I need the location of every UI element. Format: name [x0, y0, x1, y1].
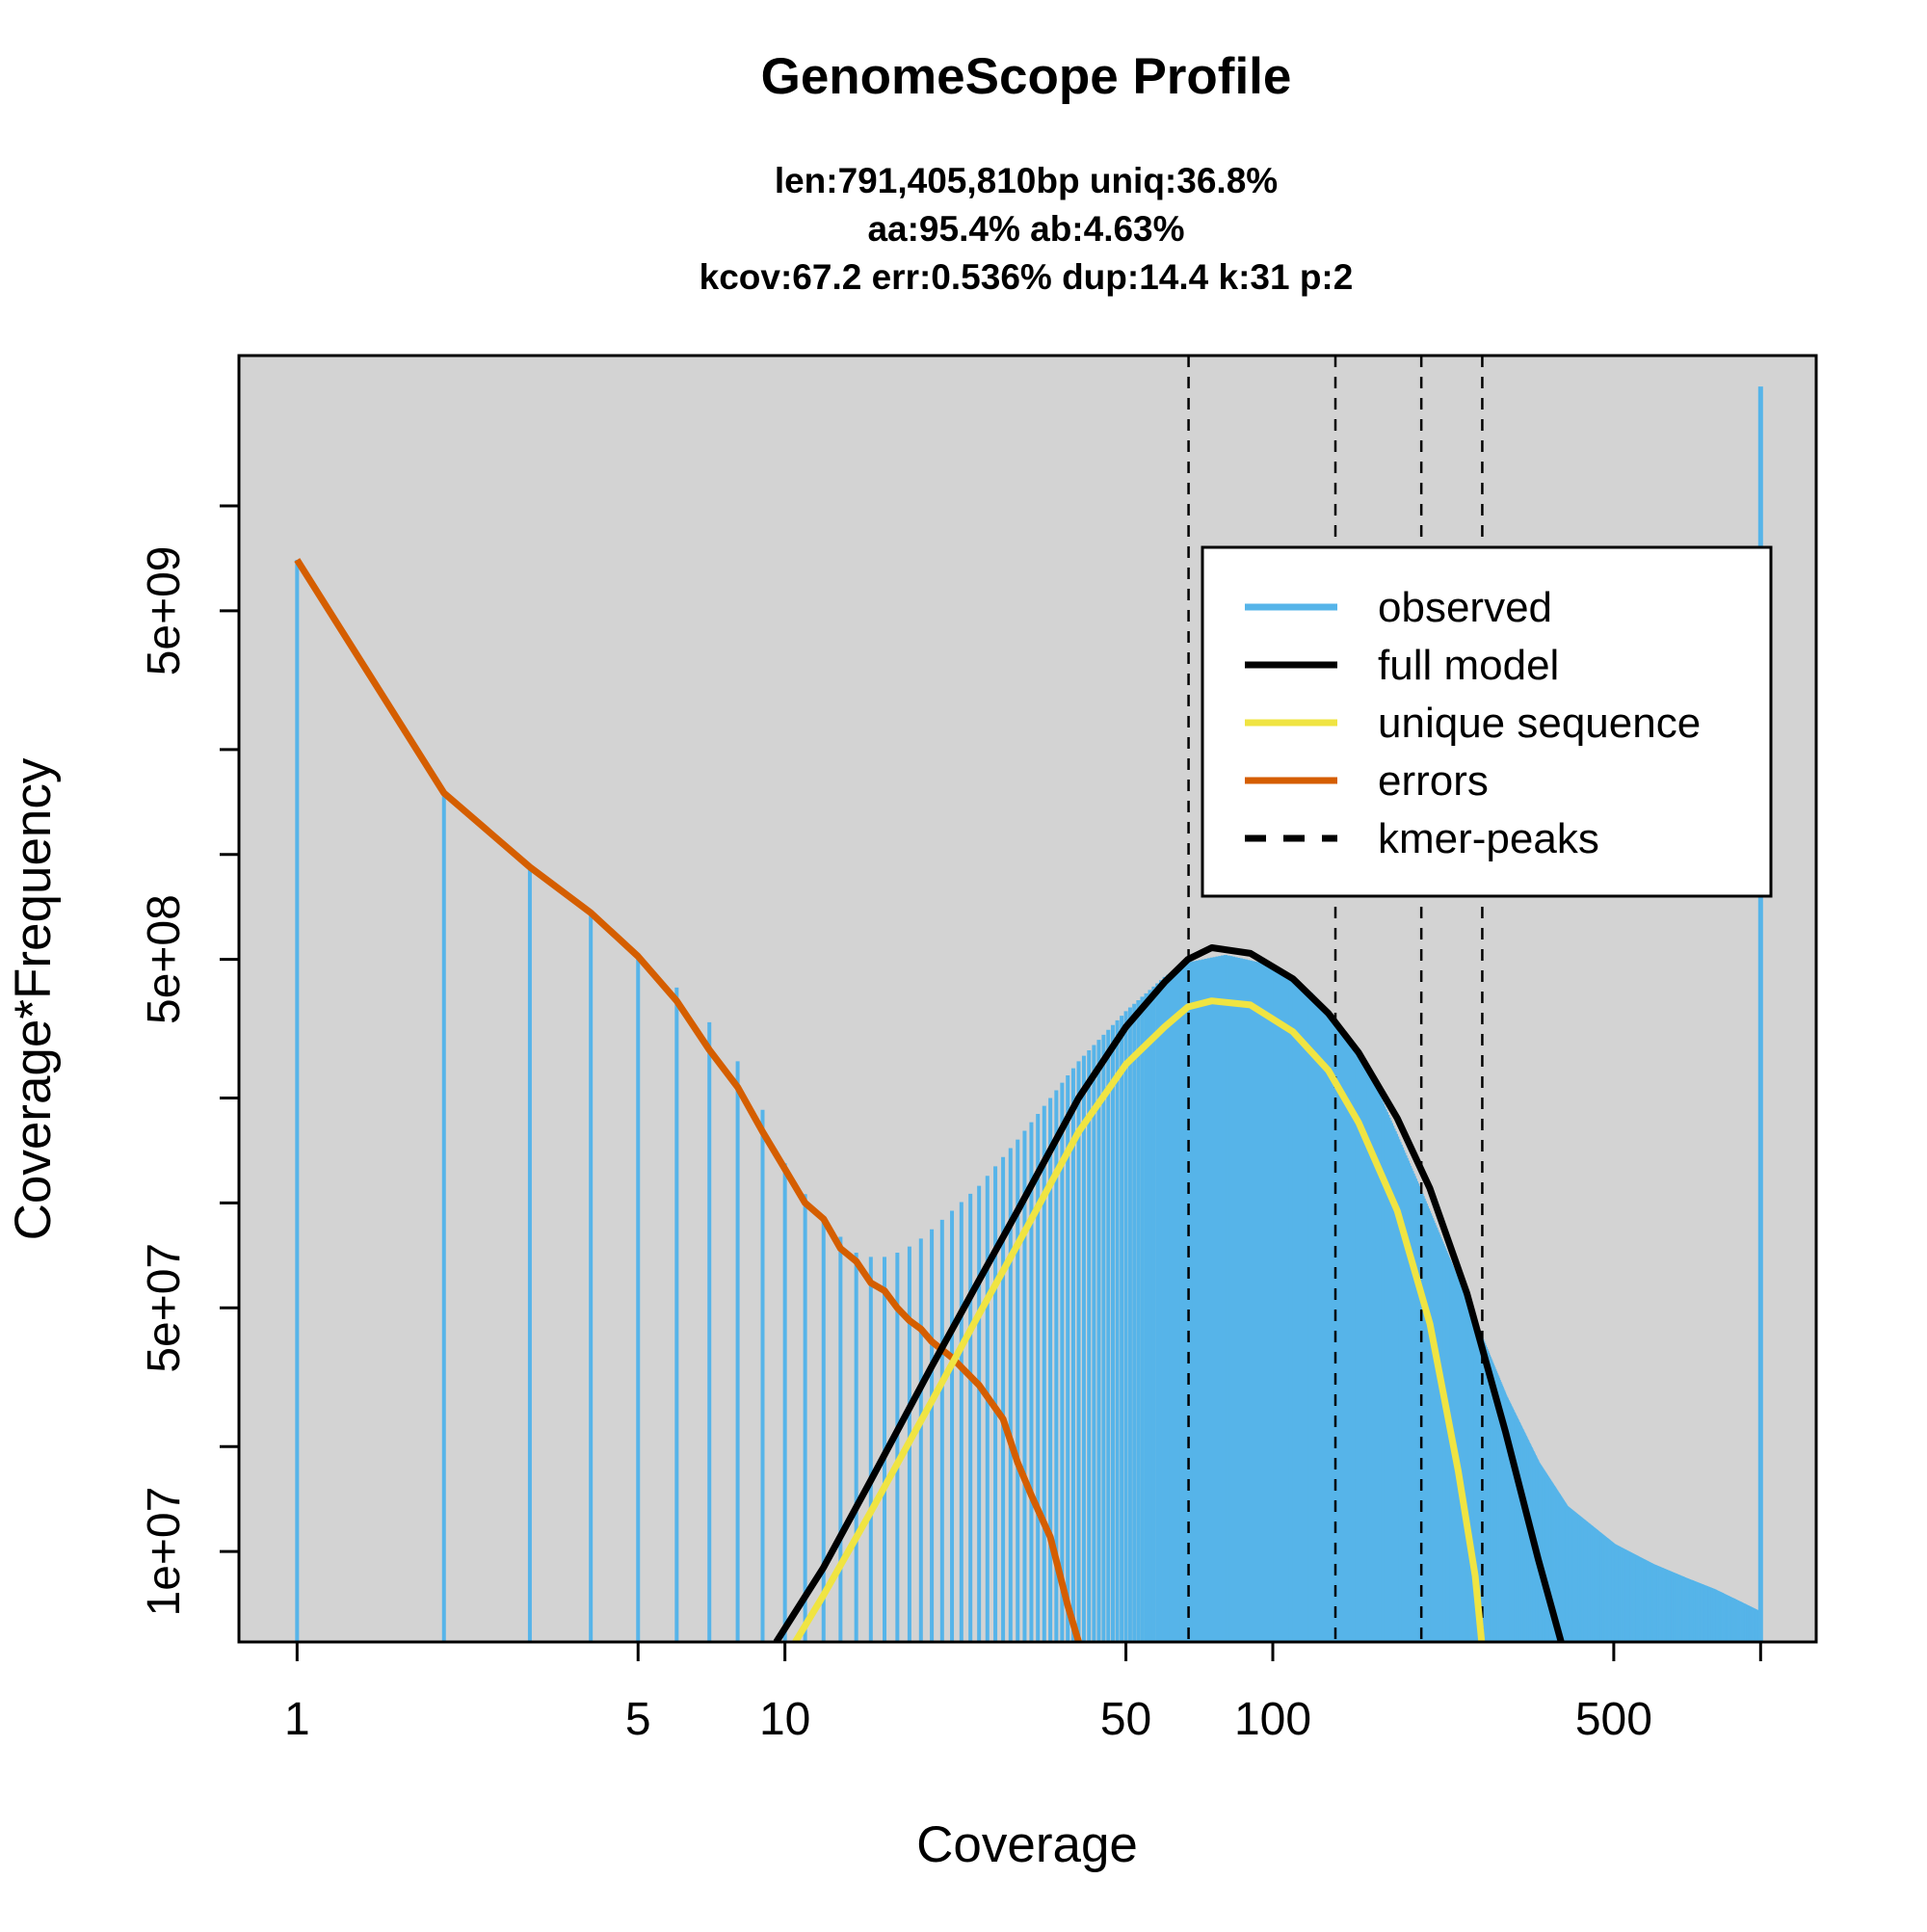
legend: observed full model unique sequence errors k… — [1201, 545, 1773, 898]
legend-label: kmer-peaks — [1378, 815, 1599, 862]
y-tick-label: 5e+08 — [139, 894, 190, 1024]
x-axis-label: Coverage — [916, 1816, 1138, 1873]
errors-curve — [294, 558, 1082, 1642]
legend-label: full model — [1378, 642, 1559, 689]
legend-label: observed — [1378, 584, 1552, 631]
full-model-curve — [773, 944, 1565, 1642]
y-axis: 1e+07 5e+07 5e+08 5e+09 — [139, 504, 241, 1617]
chart-subtitle-line-2: aa:95.4% ab:4.63% — [867, 209, 1184, 249]
x-tick-label: 50 — [1100, 1694, 1151, 1745]
y-axis-label: Coverage*Frequency — [5, 757, 62, 1240]
y-tick-label: 1e+07 — [139, 1487, 190, 1617]
legend-label: errors — [1378, 757, 1489, 805]
x-tick-label: 10 — [759, 1694, 810, 1745]
chart-subtitle-line-3: kcov:67.2 err:0.536% dup:14.4 k:31 p:2 — [700, 257, 1354, 297]
x-tick-label: 5 — [625, 1694, 651, 1745]
x-tick-label: 500 — [1575, 1694, 1652, 1745]
x-tick-label: 1 — [284, 1694, 310, 1745]
y-tick-label: 5e+07 — [139, 1243, 190, 1373]
y-tick-label: 5e+09 — [139, 545, 190, 675]
chart-title: GenomeScope Profile — [761, 48, 1292, 105]
model-curves — [294, 558, 1565, 1642]
unique-sequence-curve — [792, 997, 1486, 1642]
chart-subtitle-line-1: len:791,405,810bp uniq:36.8% — [775, 161, 1278, 200]
legend-label: unique sequence — [1378, 700, 1701, 747]
x-axis: 1 5 10 50 100 500 — [284, 1640, 1762, 1745]
x-tick-label: 100 — [1234, 1694, 1311, 1745]
